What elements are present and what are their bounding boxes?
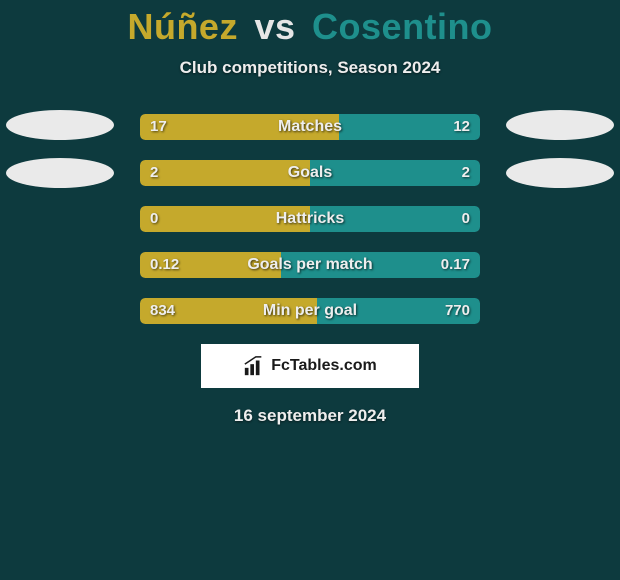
bar-chart-icon — [243, 355, 265, 377]
title-player2: Cosentino — [312, 6, 493, 47]
logo-box: FcTables.com — [201, 344, 419, 388]
player2-logo-placeholder — [506, 158, 614, 188]
stat-row: 22Goals — [0, 160, 620, 186]
logo-text: FcTables.com — [271, 357, 377, 375]
stat-label: Hattricks — [140, 206, 480, 232]
stat-row: 834770Min per goal — [0, 298, 620, 324]
comparison-card: Núñez vs Cosentino Club competitions, Se… — [0, 0, 620, 580]
stat-label: Min per goal — [140, 298, 480, 324]
stat-row: 1712Matches — [0, 114, 620, 140]
stat-label: Matches — [140, 114, 480, 140]
player2-logo-placeholder — [506, 110, 614, 140]
title-vs: vs — [254, 6, 295, 47]
player1-logo-placeholder — [6, 158, 114, 188]
stat-rows: 1712Matches 22Goals 00Hattricks 0.120.17Goa… — [0, 114, 620, 324]
title-player1: Núñez — [127, 6, 238, 47]
stat-label: Goals — [140, 160, 480, 186]
player1-logo-placeholder — [6, 110, 114, 140]
stat-row: 0.120.17Goals per match — [0, 252, 620, 278]
stat-row: 00Hattricks — [0, 206, 620, 232]
subtitle: Club competitions, Season 2024 — [0, 58, 620, 78]
date-text: 16 september 2024 — [0, 406, 620, 426]
stat-label: Goals per match — [140, 252, 480, 278]
title: Núñez vs Cosentino — [0, 6, 620, 48]
